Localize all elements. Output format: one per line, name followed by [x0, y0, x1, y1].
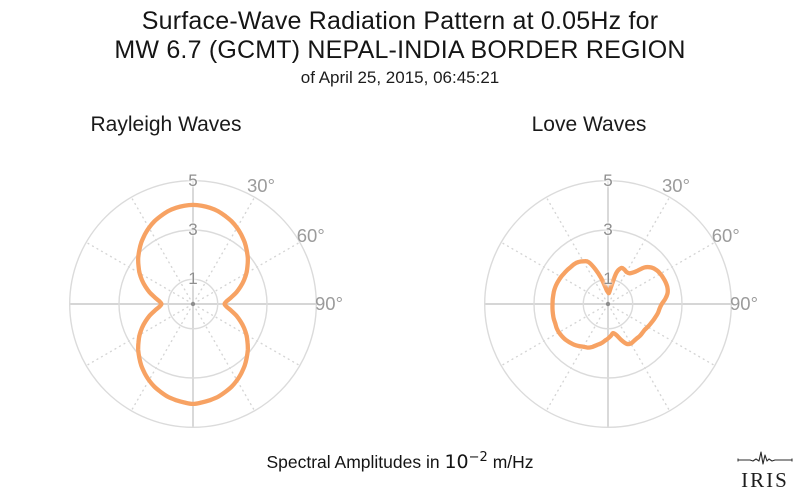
figure-title-block: Surface-Wave Radiation Pattern at 0.05Hz… [0, 7, 800, 88]
caption-suffix: m/Hz [487, 452, 534, 472]
figure-title-date: of April 25, 2015, 06:45:21 [300, 68, 500, 87]
radiation-pattern-curve [136, 202, 250, 407]
radial-grid-circle [68, 179, 318, 429]
iris-logo: IRIS [736, 449, 794, 492]
plot-center-dot [605, 301, 611, 307]
radial-grid-circle [167, 278, 219, 330]
angle-tick-label: 60° [296, 225, 325, 246]
angle-tick-label: 90° [730, 293, 758, 314]
angle-tick-label: 60° [711, 225, 740, 246]
dotted-spoke [545, 196, 606, 300]
radial-grid-circle [533, 229, 683, 379]
radial-tick-label: 1 [188, 269, 198, 289]
angle-tick-label: 90° [315, 293, 343, 314]
dotted-spoke [130, 196, 191, 300]
caption-exponent: −2 [468, 450, 488, 466]
dotted-spoke [195, 308, 256, 412]
radial-grid-circle [118, 229, 268, 379]
radial-tick-label: 3 [188, 220, 198, 240]
radiation-pattern-curve [550, 259, 670, 350]
dotted-spoke [612, 306, 716, 367]
caption-prefix: Spectral Amplitudes in [266, 452, 445, 472]
dotted-spoke [85, 241, 189, 302]
radial-tick-label: 5 [603, 170, 613, 190]
dotted-spoke [197, 306, 301, 367]
angle-tick-label: 30° [247, 175, 275, 197]
dotted-spoke [197, 241, 301, 302]
angle-tick-label: 30° [662, 175, 690, 197]
dotted-spoke [610, 308, 671, 412]
radial-grid-circle [582, 278, 634, 330]
dotted-spoke [130, 308, 191, 412]
iris-logo-text: IRIS [741, 468, 789, 492]
love-polar-plot: 1 3 5 30° 60° 90° [463, 159, 758, 449]
dotted-spoke [610, 196, 671, 300]
dotted-spoke [85, 306, 189, 367]
dotted-spoke [500, 241, 604, 302]
figure-title-line1: Surface-Wave Radiation Pattern at 0.05Hz… [141, 7, 659, 35]
radial-tick-label: 5 [188, 170, 198, 190]
rayleigh-polar-plot: 1 3 5 30° 60° 90° [48, 159, 343, 449]
dotted-spoke [195, 196, 256, 300]
rayleigh-plot-title: Rayleigh Waves [90, 113, 242, 136]
amplitude-units-caption: Spectral Amplitudes in 10−2 m/Hz [0, 451, 800, 473]
polar-grid-and-curve [483, 179, 733, 429]
caption-base-ten: 10 [444, 451, 469, 473]
dotted-spoke [612, 241, 716, 302]
figure-title-line2: MW 6.7 (GCMT) NEPAL-INDIA BORDER REGION [114, 36, 686, 64]
plot-center-dot [190, 301, 196, 307]
radial-tick-label: 1 [603, 269, 613, 289]
love-plot-title: Love Waves [531, 113, 647, 136]
radial-tick-label: 3 [603, 220, 613, 240]
dotted-spoke [545, 308, 606, 412]
radial-grid-circle [483, 179, 733, 429]
dotted-spoke [500, 306, 604, 367]
polar-grid-and-curve [68, 179, 318, 429]
seismogram-trace-icon [737, 451, 793, 465]
